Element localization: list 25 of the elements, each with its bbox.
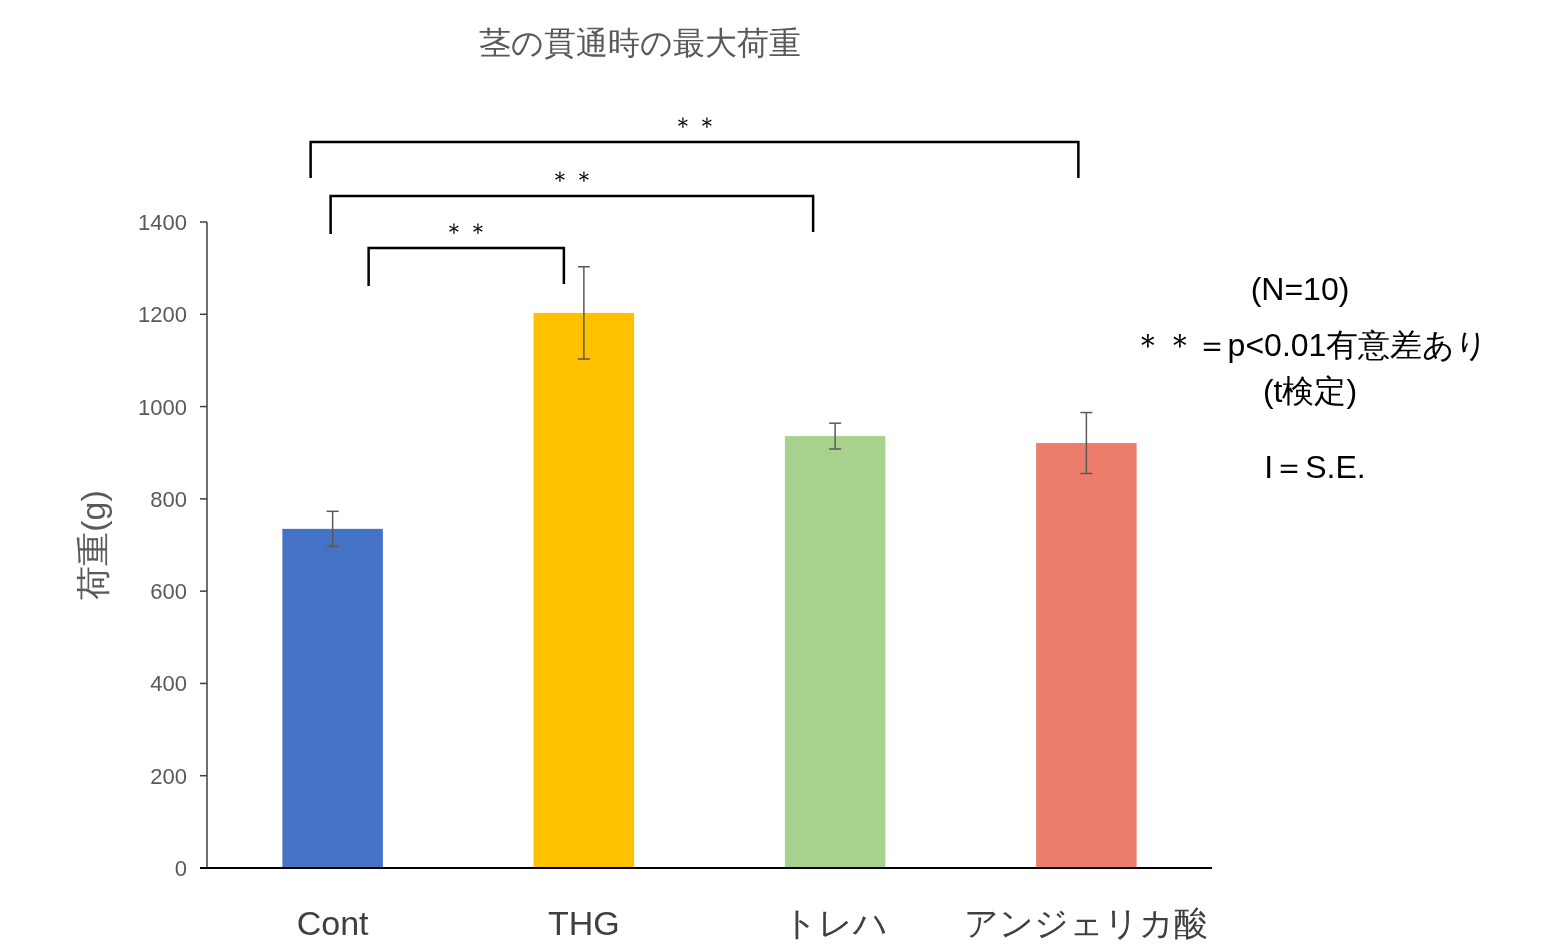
text: ＊＊ xyxy=(670,112,719,139)
y-tick-label: 1200 xyxy=(138,302,187,328)
bar xyxy=(784,436,886,868)
y-tick-label: 0 xyxy=(174,856,187,881)
text: I＝S.E. xyxy=(1264,449,1366,485)
y-tick-label: 1400 xyxy=(138,210,187,235)
annotation: ＊＊ xyxy=(442,218,491,245)
y-tick-label: 200 xyxy=(150,763,187,789)
y-tick-label: 800 xyxy=(150,486,187,512)
text: (N=10) xyxy=(1250,271,1350,307)
text: (t検定) xyxy=(1262,373,1358,409)
bar xyxy=(533,312,635,868)
text: ＊＊ xyxy=(547,166,596,193)
x-tick-label: Cont xyxy=(296,904,370,942)
chart-title: 茎の貫通時の最大荷重 xyxy=(479,25,801,61)
bar xyxy=(282,528,383,868)
x-tick-label: トレハ xyxy=(782,904,888,942)
x-tick-label: アンジェリカ酸 xyxy=(964,904,1209,942)
y-tick-label: 600 xyxy=(150,579,187,605)
bar xyxy=(1036,443,1137,868)
y-axis-title: 荷重(g) xyxy=(74,490,112,600)
annotation: ＊＊＝p<0.01有意差あり xyxy=(1131,327,1489,363)
x-tick-label: THG xyxy=(547,904,620,942)
y-tick-label: 400 xyxy=(150,671,187,697)
y-tick-label: 1000 xyxy=(138,394,187,420)
